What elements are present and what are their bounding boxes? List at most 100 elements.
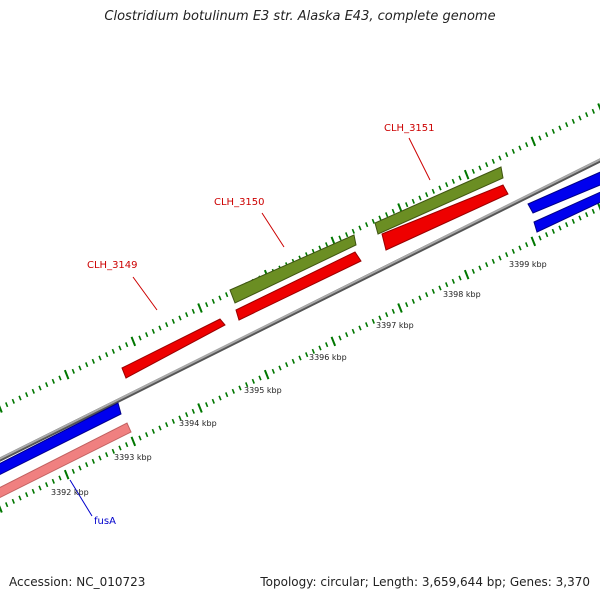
scale-label: 3394 kbp xyxy=(179,419,217,428)
minor-tick xyxy=(411,198,415,204)
minor-tick xyxy=(585,112,589,118)
minor-tick xyxy=(245,382,249,388)
minor-tick xyxy=(98,355,102,361)
minor-tick xyxy=(551,228,555,234)
minor-tick xyxy=(191,408,195,414)
minor-tick xyxy=(545,132,549,138)
minor-tick xyxy=(485,162,489,168)
minor-tick xyxy=(405,302,409,308)
minor-tick xyxy=(511,248,515,254)
minor-tick xyxy=(451,178,455,184)
minor-tick xyxy=(438,185,442,191)
minor-tick xyxy=(571,118,575,124)
major-tick xyxy=(530,136,537,147)
minor-tick xyxy=(58,475,62,481)
minor-tick xyxy=(391,208,395,214)
minor-tick xyxy=(491,258,495,264)
gene-fusA-feature[interactable] xyxy=(0,422,132,500)
minor-tick xyxy=(85,362,89,368)
minor-tick xyxy=(211,398,215,404)
minor-tick xyxy=(118,345,122,351)
gene-CLH_3150-feature[interactable] xyxy=(229,234,357,304)
minor-tick xyxy=(571,218,575,224)
gene-label-leaders xyxy=(69,137,431,517)
minor-tick xyxy=(565,122,569,128)
minor-tick xyxy=(118,445,122,451)
gene-features xyxy=(0,166,600,500)
gene-label-CLH_3151[interactable]: CLH_3151 xyxy=(384,123,435,134)
minor-tick xyxy=(251,378,255,384)
minor-tick xyxy=(538,235,542,241)
gene-CLH_3150-red-feature[interactable] xyxy=(235,251,362,321)
minor-tick xyxy=(205,302,209,308)
gene-label-CLH_3150[interactable]: CLH_3150 xyxy=(214,197,265,208)
minor-tick xyxy=(445,282,449,288)
minor-tick xyxy=(358,225,362,231)
major-tick xyxy=(597,203,600,211)
minor-tick xyxy=(91,358,95,364)
gene-label-fusA[interactable]: fusA xyxy=(94,516,116,527)
minor-tick xyxy=(298,355,302,361)
major-tick xyxy=(330,336,337,347)
minor-tick xyxy=(11,398,15,404)
minor-tick xyxy=(485,262,489,268)
gene-blue-left-feature[interactable] xyxy=(0,402,122,477)
minor-tick xyxy=(431,188,435,194)
minor-tick xyxy=(238,385,242,391)
minor-tick xyxy=(191,308,195,314)
gene-CLH_3149-feature[interactable] xyxy=(121,318,226,379)
scale-label: 3395 kbp xyxy=(244,386,282,395)
minor-tick xyxy=(511,148,515,154)
minor-tick xyxy=(18,495,22,501)
minor-tick xyxy=(145,332,149,338)
gene-CLH_3151-feature[interactable] xyxy=(374,166,504,235)
minor-tick xyxy=(551,128,555,134)
minor-tick xyxy=(38,385,42,391)
minor-tick xyxy=(425,292,429,298)
minor-tick xyxy=(318,345,322,351)
minor-tick xyxy=(218,295,222,301)
minor-tick xyxy=(225,392,229,398)
minor-tick xyxy=(538,135,542,141)
upper-tick-ring xyxy=(0,103,600,413)
scale-label: 3397 kbp xyxy=(376,321,414,330)
minor-tick xyxy=(138,435,142,441)
minor-tick xyxy=(45,482,49,488)
minor-tick xyxy=(258,375,262,381)
scale-label: 3396 kbp xyxy=(309,353,347,362)
minor-tick xyxy=(498,155,502,161)
minor-tick xyxy=(491,158,495,164)
major-tick xyxy=(197,303,203,313)
scale-label: 3393 kbp xyxy=(114,453,152,462)
minor-tick xyxy=(371,218,375,224)
minor-tick xyxy=(458,175,462,181)
minor-tick xyxy=(365,322,369,328)
gene-blue-right-lower-feature[interactable] xyxy=(533,190,600,233)
minor-tick xyxy=(305,352,309,358)
minor-tick xyxy=(351,228,355,234)
minor-tick xyxy=(325,342,329,348)
minor-tick xyxy=(285,362,289,368)
minor-tick xyxy=(178,415,182,421)
gene-CLH_3151-red-feature[interactable] xyxy=(381,184,509,251)
minor-tick xyxy=(311,348,315,354)
minor-tick xyxy=(518,145,522,151)
minor-tick xyxy=(471,168,475,174)
minor-tick xyxy=(565,222,569,228)
minor-tick xyxy=(171,318,175,324)
major-tick xyxy=(63,369,70,380)
minor-tick xyxy=(185,312,189,318)
minor-tick xyxy=(498,255,502,261)
minor-tick xyxy=(185,412,189,418)
gene-label-CLH_3149[interactable]: CLH_3149 xyxy=(87,260,138,271)
major-tick xyxy=(63,469,70,480)
minor-tick xyxy=(591,108,595,114)
minor-tick xyxy=(345,332,349,338)
gene-blue-right-upper-feature[interactable] xyxy=(527,170,600,214)
major-tick xyxy=(0,405,3,413)
minor-tick xyxy=(145,432,149,438)
minor-tick xyxy=(78,465,82,471)
minor-tick xyxy=(231,388,235,394)
minor-tick xyxy=(98,455,102,461)
